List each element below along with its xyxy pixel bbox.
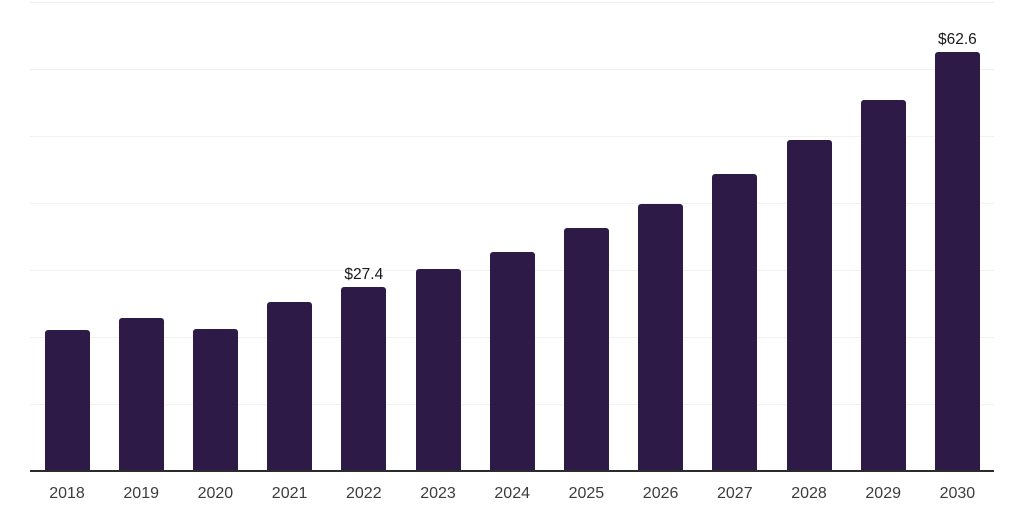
gridline-40 <box>30 203 994 204</box>
x-axis-label-2024: 2024 <box>494 485 530 502</box>
bar-2027[interactable] <box>712 174 757 471</box>
x-axis-label-2027: 2027 <box>717 485 753 502</box>
gridline-70 <box>30 2 994 3</box>
x-axis-label-2028: 2028 <box>791 485 827 502</box>
bar-2022[interactable] <box>341 287 386 471</box>
data-label-2030: $62.6 <box>937 31 977 48</box>
data-label-2022: $27.4 <box>344 266 384 283</box>
bar-2021[interactable] <box>267 302 312 471</box>
bar-2030[interactable] <box>935 52 980 471</box>
bar-2029[interactable] <box>861 100 906 471</box>
x-axis-label-2029: 2029 <box>865 485 901 502</box>
bar-2025[interactable] <box>564 228 609 471</box>
x-axis-line <box>30 470 994 472</box>
x-axis-label-2021: 2021 <box>271 485 308 502</box>
bar-2019[interactable] <box>119 318 164 471</box>
bar-2026[interactable] <box>638 204 683 471</box>
x-axis-label-2020: 2020 <box>197 485 234 502</box>
x-axis-label-2025: 2025 <box>568 485 605 502</box>
bar-2018[interactable] <box>45 330 90 471</box>
bar-2023[interactable] <box>416 269 461 471</box>
gridline-50 <box>30 136 994 137</box>
gridline-60 <box>30 69 994 70</box>
x-axis-label-2022: 2022 <box>346 485 382 502</box>
x-axis-label-2019: 2019 <box>123 485 159 502</box>
x-axis-label-2023: 2023 <box>420 485 456 502</box>
bar-2028[interactable] <box>787 140 832 471</box>
bar-2020[interactable] <box>193 329 238 471</box>
x-axis-label-2018: 2018 <box>49 485 85 502</box>
x-axis-label-2030: 2030 <box>939 485 976 502</box>
bar-2024[interactable] <box>490 252 535 471</box>
x-axis-label-2026: 2026 <box>642 485 679 502</box>
